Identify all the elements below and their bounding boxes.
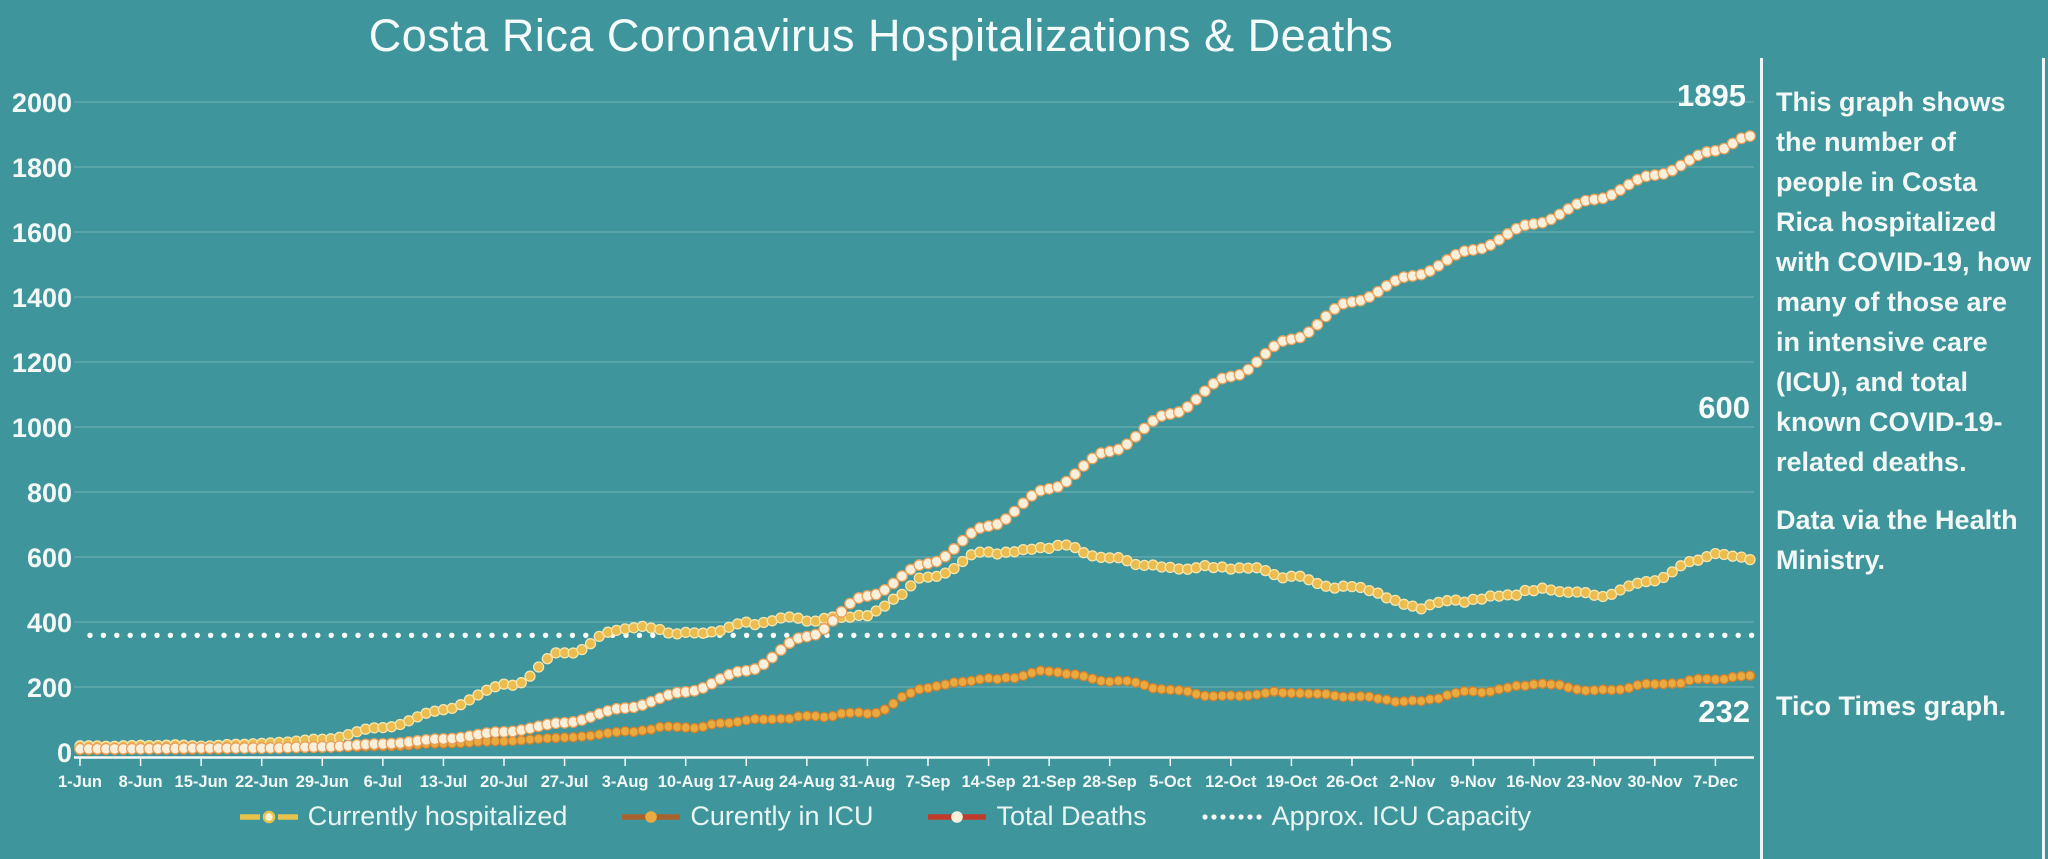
legend-marker-currently-in-icu-icon [621,809,681,825]
side-panel-description: This graph shows the number of people in… [1776,87,2032,477]
x-axis-tick-label: 30-Nov [1627,773,1683,791]
x-axis-tick-label: 1-Jun [58,773,102,791]
x-axis-tick-label: 9-Nov [1450,773,1497,791]
y-axis-tick-label: 0 [57,738,72,768]
end-label-currently-in-icu: 232 [1698,694,1750,729]
legend-item-currently-in-icu: Curently in ICU [621,801,873,832]
x-axis-tick-label: 5-Oct [1149,773,1192,791]
x-axis-tick-label: 7-Dec [1693,773,1738,791]
side-panel-source: Data via the Health Ministry. [1776,505,2018,575]
legend-item-currently-hospitalized: Currently hospitalized [239,801,568,832]
legend-item-total-deaths: Total Deaths [927,801,1147,832]
y-axis-tick-label: 800 [27,478,72,508]
legend-label-approx-icu-capacity: Approx. ICU Capacity [1271,801,1532,831]
x-axis-tick-label: 7-Sep [906,773,951,791]
x-axis-tick-label: 15-Jun [175,773,228,791]
chart-legend: Currently hospitalized Curently in ICU T… [40,801,1730,832]
y-axis-tick-label: 200 [27,673,72,703]
x-axis-tick-label: 17-Aug [718,773,774,791]
x-axis-tick-label: 27-Jul [541,773,589,791]
side-panel-credit: Tico Times graph. [1776,691,2007,721]
right-border-line [2042,58,2045,859]
page-title: Costa Rica Coronavirus Hospitalizations … [368,10,1394,61]
x-axis-tick-label: 22-Jun [235,773,288,791]
x-axis-tick-label: 26-Oct [1326,773,1378,791]
y-axis-tick-label: 600 [27,543,72,573]
x-axis-tick-label: 13-Jul [420,773,468,791]
x-axis-tick-label: 10-Aug [658,773,714,791]
series-currently-hospitalized [74,539,1756,752]
legend-marker-approx-icu-capacity-icon [1201,809,1263,825]
series-approx-icu-capacity [87,632,1755,638]
y-axis-tick-label: 1000 [12,413,72,443]
x-axis-tick-label: 3-Aug [602,773,649,791]
y-axis-tick-label: 1200 [12,348,72,378]
legend-marker-currently-hospitalized-icon [239,809,299,825]
series-total-deaths [74,130,1756,755]
y-axis-tick-label: 1800 [12,153,72,183]
y-axis-tick-label: 400 [27,608,72,638]
legend-item-approx-icu-capacity: Approx. ICU Capacity [1201,801,1532,832]
end-label-total-deaths: 1895 [1677,78,1746,113]
end-label-currently-hospitalized: 600 [1698,390,1750,425]
x-axis-tick-label: 2-Nov [1390,773,1437,791]
x-axis-tick-label: 6-Jul [364,773,403,791]
y-axis-tick-label: 2000 [12,88,72,118]
legend-label-total-deaths: Total Deaths [996,801,1147,831]
chart-plot: 0 200 400 600 800 1000 1200 1400 1600 1800 2000 1-J… [12,88,1756,791]
legend-marker-total-deaths-icon [927,809,987,825]
x-axis-tick-label: 24-Aug [779,773,835,791]
legend-label-currently-in-icu: Curently in ICU [690,801,874,831]
x-axis-tick-label: 21-Sep [1022,773,1076,791]
x-axis-tick-label: 29-Jun [296,773,349,791]
x-axis-tick-label: 31-Aug [839,773,895,791]
panel-divider-line [1760,58,1763,859]
x-axis-tick-label: 28-Sep [1083,773,1137,791]
y-axis-tick-label: 1400 [12,283,72,313]
x-axis-tick-label: 19-Oct [1266,773,1318,791]
x-axis-tick-label: 14-Sep [962,773,1016,791]
x-axis-tick-label: 20-Jul [480,773,528,791]
legend-label-currently-hospitalized: Currently hospitalized [307,801,568,831]
x-axis-tick-label: 8-Jun [119,773,163,791]
x-axis-tick-label: 23-Nov [1567,773,1623,791]
y-axis-tick-label: 1600 [12,218,72,248]
x-axis-tick-label: 16-Nov [1506,773,1562,791]
x-axis-tick-label: 12-Oct [1205,773,1257,791]
